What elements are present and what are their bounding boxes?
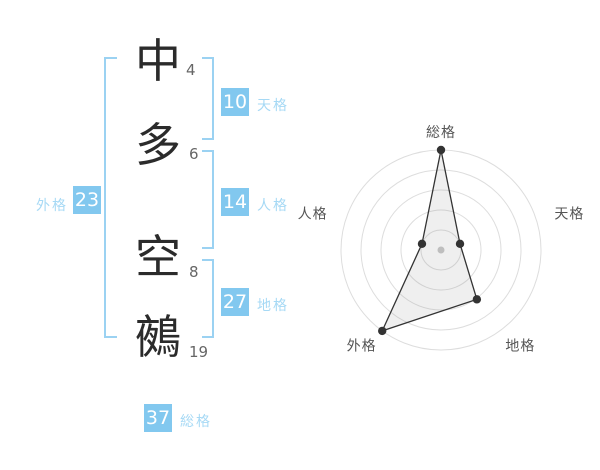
chikaku-bracket [202, 259, 214, 338]
name-char-1: 中 [135, 34, 181, 88]
radar-data-polygon [381, 149, 478, 332]
chikaku-label: 地格 [257, 298, 289, 314]
radar-axis-label: 人格 [298, 206, 328, 222]
radar-grid-ring [380, 189, 502, 311]
gaikaku-bracket [104, 57, 117, 338]
name-char-4: 鵺 [135, 310, 181, 364]
radar-axis-label: 地格 [505, 338, 535, 354]
jinkaku-value-badge: 14 [221, 188, 249, 216]
tenkaku-label: 天格 [257, 98, 289, 114]
chikaku-value-badge: 27 [221, 288, 249, 316]
radar-data-point [472, 295, 482, 304]
gaikaku-value-badge: 23 [73, 186, 101, 214]
radar-grid-ring [400, 209, 482, 291]
radar-data-point [436, 145, 446, 155]
radar-axis-label: 総格 [426, 125, 456, 141]
soukaku-label: 総格 [180, 414, 212, 430]
name-char-3: 空 [135, 230, 181, 284]
radar-data-point [455, 239, 465, 249]
radar-axis-label: 外格 [347, 338, 377, 354]
radar-grid-ring [360, 169, 522, 331]
radar-data-point [417, 239, 427, 249]
gaikaku-label: 外格 [36, 198, 68, 214]
radar-data-point [378, 326, 387, 336]
jinkaku-label: 人格 [257, 198, 289, 214]
tenkaku-value-badge: 10 [221, 88, 249, 116]
tenkaku-bracket [202, 57, 214, 140]
name-char-2: 多 [135, 118, 181, 172]
jinkaku-bracket [202, 150, 214, 249]
soukaku-value-badge: 37 [144, 404, 172, 432]
stroke-count-2: 6 [189, 145, 199, 163]
stroke-count-1: 4 [186, 61, 196, 79]
radar-axis-label: 天格 [554, 206, 584, 222]
radar-center-dot [437, 246, 445, 254]
stroke-count-3: 8 [189, 263, 199, 281]
radar-grid-ring [420, 229, 462, 271]
stroke-count-4: 19 [189, 343, 209, 361]
